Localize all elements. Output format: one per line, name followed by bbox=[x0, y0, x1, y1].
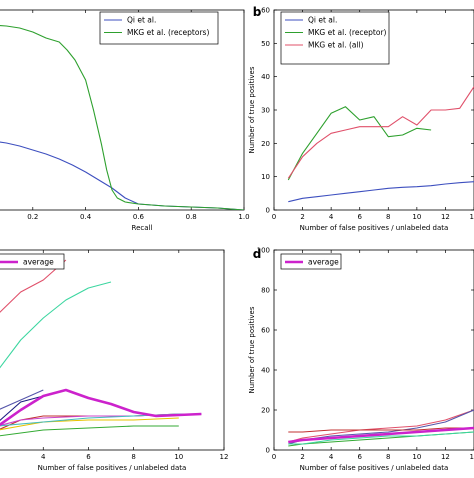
series-line-qi-et-al- bbox=[288, 182, 474, 202]
x-tick-label: 12 bbox=[441, 453, 450, 461]
legend-label: MKG et al. (receptors) bbox=[127, 28, 209, 37]
y-tick-label: 20 bbox=[261, 140, 270, 148]
x-tick-label: 0.8 bbox=[186, 213, 197, 221]
series-line-curve-0 bbox=[288, 410, 474, 442]
x-tick-label: 4 bbox=[41, 453, 46, 461]
legend-label: Qi et al. bbox=[127, 16, 156, 25]
x-tick-label: 10 bbox=[412, 453, 421, 461]
series-line-mkg-et-al-receptors- bbox=[0, 25, 244, 210]
y-tick-label: 20 bbox=[261, 407, 270, 415]
x-tick-label: 14 bbox=[470, 453, 474, 461]
x-tick-label: 10 bbox=[174, 453, 183, 461]
x-tick-label: 2 bbox=[300, 213, 304, 221]
panel-c: 24681012Number of false positives / unla… bbox=[0, 250, 228, 472]
series-line-mkg-et-al-receptor- bbox=[288, 107, 431, 180]
x-tick-label: 2 bbox=[300, 453, 304, 461]
x-tick-label: 12 bbox=[220, 453, 229, 461]
y-tick-label: 0 bbox=[266, 447, 270, 455]
series-line-mkg-et-al-all- bbox=[288, 87, 474, 179]
x-axis-label: Number of false positives / unlabeled da… bbox=[300, 464, 449, 472]
legend-label: Qi et al. bbox=[308, 16, 337, 25]
x-tick-label: 12 bbox=[441, 213, 450, 221]
series-line-qi-et-al- bbox=[0, 139, 244, 210]
legend-label: average bbox=[308, 258, 339, 267]
legend-label: MKG et al. (receptor) bbox=[308, 28, 387, 37]
x-tick-label: 0 bbox=[272, 453, 276, 461]
x-axis-label: Number of false positives / unlabeled da… bbox=[38, 464, 187, 472]
y-tick-label: 50 bbox=[261, 40, 270, 48]
x-tick-label: 6 bbox=[357, 213, 362, 221]
panel-a: 0.2 0.4 0.6 0.8 1.0 Recall Qi et al. MKG et al.… bbox=[0, 10, 250, 232]
x-axis-label: Number of false positives / unlabeled da… bbox=[300, 224, 449, 232]
data-area-d bbox=[288, 410, 474, 446]
x-tick-label: 0 bbox=[272, 213, 276, 221]
x-tick-label: 0.4 bbox=[80, 213, 92, 221]
x-tick-label: 6 bbox=[86, 453, 91, 461]
x-tick-label: 6 bbox=[357, 453, 362, 461]
x-tick-label: 8 bbox=[386, 453, 390, 461]
series-line-curve-5 bbox=[0, 426, 179, 444]
panel-b: 0 2 4 6 8 10 12 14 0 10 20 30 40 50 60 Number of false … bbox=[248, 5, 474, 232]
x-tick-label: 4 bbox=[329, 213, 334, 221]
y-tick-label: 40 bbox=[261, 367, 270, 375]
legend-label: average bbox=[23, 258, 54, 267]
y-tick-label: 60 bbox=[261, 327, 270, 335]
panel-letter-d: d bbox=[253, 247, 262, 261]
y-tick-label: 10 bbox=[261, 173, 270, 181]
y-tick-label: 40 bbox=[261, 73, 270, 81]
y-tick-label: 30 bbox=[261, 107, 270, 115]
y-axis-label: Number of true positives bbox=[248, 306, 256, 393]
legend-label: MKG et al. (all) bbox=[308, 41, 364, 50]
x-axis-label: Recall bbox=[132, 224, 153, 232]
x-tick-label: 1.0 bbox=[238, 213, 249, 221]
x-tick-label: 0.6 bbox=[133, 213, 145, 221]
series-line-average bbox=[0, 390, 201, 436]
y-axis-label: Number of true positives bbox=[248, 66, 256, 153]
data-area-a bbox=[0, 25, 244, 210]
data-area-c bbox=[0, 260, 201, 444]
x-tick-label: 0.2 bbox=[27, 213, 38, 221]
y-tick-label: 80 bbox=[261, 287, 270, 295]
x-tick-label: 4 bbox=[329, 453, 334, 461]
data-area-b bbox=[288, 87, 474, 202]
panel-d: 02468101214020406080100Number of false p… bbox=[248, 247, 474, 473]
x-tick-label: 14 bbox=[470, 213, 474, 221]
x-tick-label: 8 bbox=[386, 213, 390, 221]
panel-letter-b: b bbox=[253, 5, 262, 19]
x-tick-label: 10 bbox=[412, 213, 421, 221]
y-tick-label: 60 bbox=[261, 7, 270, 15]
series-line-curve-1 bbox=[0, 282, 111, 390]
y-tick-label: 0 bbox=[266, 207, 270, 215]
x-tick-label: 8 bbox=[131, 453, 135, 461]
